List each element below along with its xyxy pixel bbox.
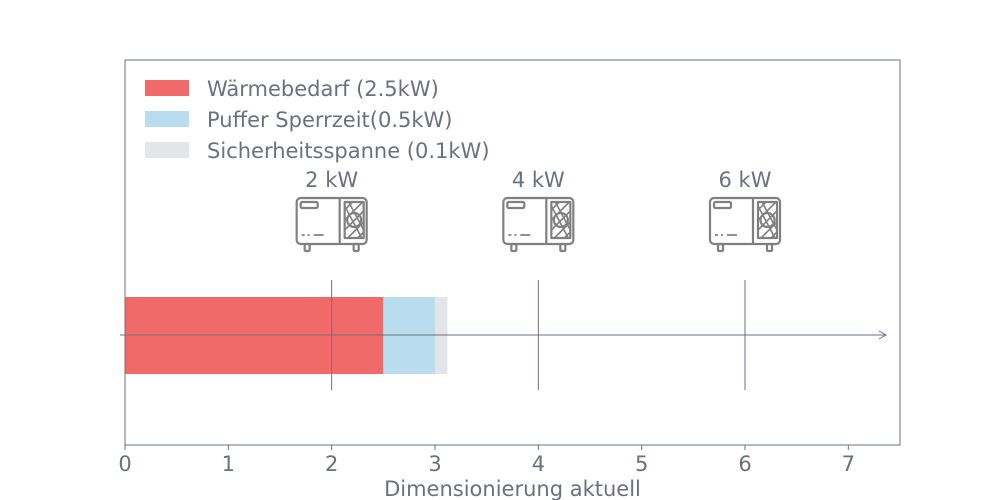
x-axis-ticks: 0 1 2 3 4 5 6 7 (118, 445, 855, 476)
legend-swatch (145, 111, 189, 127)
x-tick-label: 3 (428, 452, 441, 476)
x-tick-label: 7 (842, 452, 855, 476)
capacity-markers: 2 kW 4 kW 6 kW (295, 168, 782, 390)
x-tick-label: 6 (738, 452, 751, 476)
legend-label: Wärmebedarf (2.5kW) (207, 77, 439, 101)
capacity-axis-arrowhead (878, 330, 888, 340)
marker-label: 6 kW (719, 168, 772, 192)
legend-swatch (145, 142, 189, 158)
plot-frame (124, 59, 901, 446)
x-tick-label: 4 (532, 452, 545, 476)
heat-pump-icon (502, 196, 575, 253)
legend-label: Puffer Sperrzeit(0.5kW) (207, 108, 453, 132)
x-tick-label: 0 (118, 452, 131, 476)
x-axis-label: Dimensionierung aktuell (384, 477, 641, 500)
marker-1: 2 kW (295, 168, 368, 390)
x-tick-label: 5 (635, 452, 648, 476)
legend: Wärmebedarf (2.5kW) Puffer Sperrzeit(0.5k… (145, 77, 490, 163)
heat-pump-icon (295, 196, 368, 253)
heat-pump-icon (708, 196, 782, 253)
marker-2: 4 kW (502, 168, 575, 390)
marker-label: 4 kW (512, 168, 565, 192)
x-tick-label: 2 (325, 452, 338, 476)
legend-swatch (145, 80, 189, 96)
marker-3: 6 kW (708, 168, 782, 390)
marker-label: 2 kW (305, 168, 358, 192)
x-tick-label: 1 (222, 452, 235, 476)
legend-label: Sicherheitsspanne (0.1kW) (207, 139, 490, 163)
